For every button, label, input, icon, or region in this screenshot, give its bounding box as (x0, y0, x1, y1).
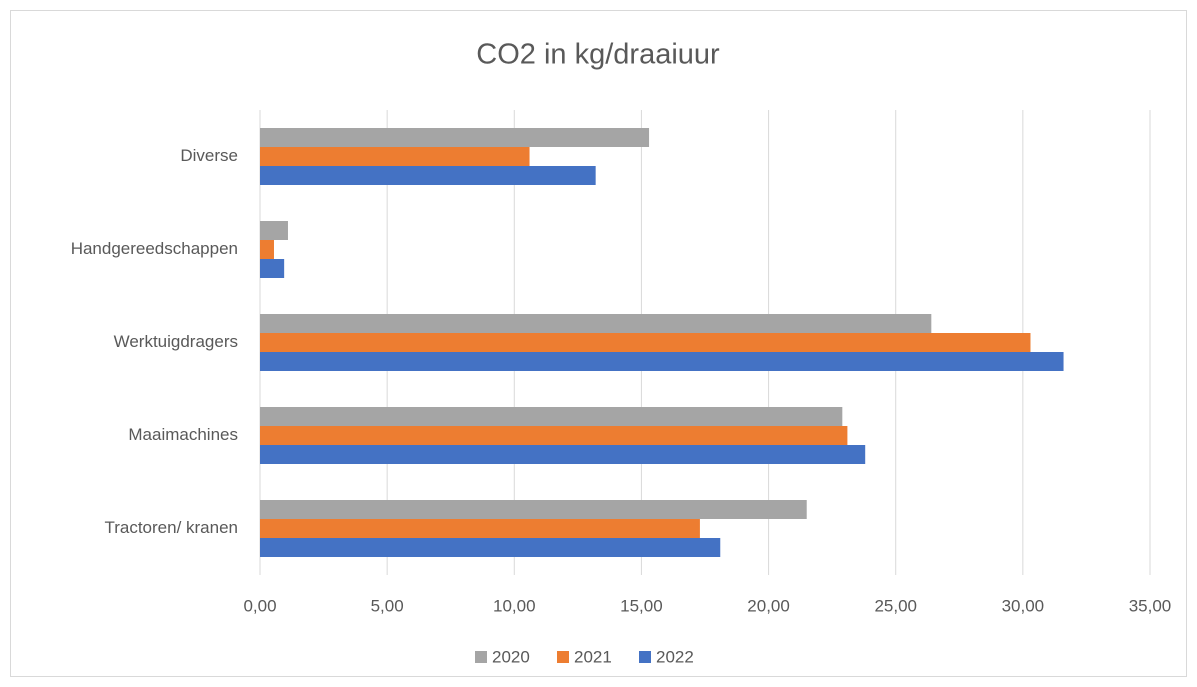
legend-label: 2021 (574, 647, 612, 666)
y-tick-label: Diverse (180, 146, 238, 165)
legend-label: 2020 (492, 647, 530, 666)
y-tick-label: Tractoren/ kranen (104, 518, 238, 537)
bar (260, 352, 1064, 371)
bar (260, 407, 843, 426)
bar (260, 538, 721, 557)
x-tick-label: 30,00 (1002, 596, 1045, 615)
legend-swatch (557, 651, 569, 663)
bar (260, 128, 650, 147)
bar (260, 221, 288, 240)
bar (260, 519, 700, 538)
y-tick-label: Handgereedschappen (71, 239, 238, 258)
bar (260, 445, 866, 464)
bar (260, 147, 530, 166)
bar (260, 500, 807, 519)
bar (260, 314, 932, 333)
x-tick-label: 0,00 (243, 596, 276, 615)
x-tick-label: 35,00 (1129, 596, 1172, 615)
legend-swatch (639, 651, 651, 663)
legend-label: 2022 (656, 647, 694, 666)
chart-title: CO2 in kg/draaiuur (476, 39, 720, 71)
bar (260, 166, 596, 185)
bar (260, 333, 1031, 352)
y-tick-label: Maaimachines (128, 425, 238, 444)
x-tick-label: 10,00 (493, 596, 536, 615)
bar (260, 240, 274, 259)
x-tick-label: 15,00 (620, 596, 663, 615)
x-tick-label: 25,00 (874, 596, 917, 615)
x-tick-label: 20,00 (747, 596, 790, 615)
y-tick-label: Werktuigdragers (114, 332, 238, 351)
x-tick-label: 5,00 (371, 596, 404, 615)
bar (260, 259, 285, 278)
legend-swatch (475, 651, 487, 663)
bar (260, 426, 848, 445)
